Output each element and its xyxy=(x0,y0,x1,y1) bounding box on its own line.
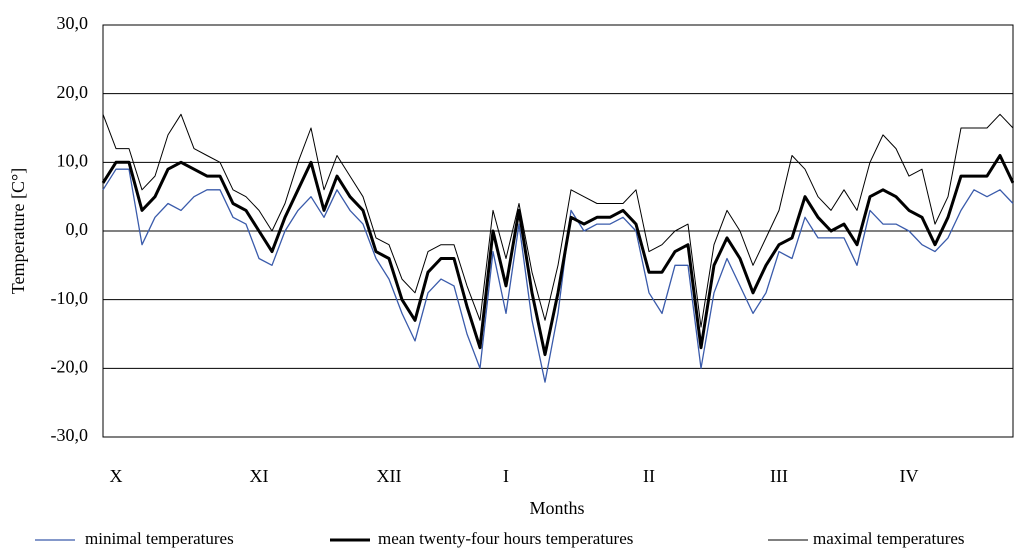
y-tick-label: -30,0 xyxy=(51,425,89,445)
x-tick-label: III xyxy=(770,466,788,486)
y-tick-label: -10,0 xyxy=(51,288,89,308)
x-tick-label: XII xyxy=(377,466,402,486)
x-axis-label: Months xyxy=(529,498,584,518)
y-tick-label: -20,0 xyxy=(51,356,89,376)
y-axis-label: Temperature [C°] xyxy=(8,168,28,294)
x-tick-label: XI xyxy=(250,466,269,486)
y-tick-label: 0,0 xyxy=(66,219,89,239)
series-line xyxy=(101,154,1014,357)
y-tick-label: 20,0 xyxy=(57,82,89,102)
y-tick-label: 10,0 xyxy=(57,150,89,170)
plot-border xyxy=(102,24,1014,438)
series-line xyxy=(102,168,1014,383)
legend-label: minimal temperatures xyxy=(85,529,234,548)
y-tick-label: 30,0 xyxy=(57,13,89,33)
x-tick-label: I xyxy=(503,466,509,486)
series-line xyxy=(102,113,1014,328)
x-tick-label: X xyxy=(110,466,123,486)
x-tick-label: II xyxy=(643,466,655,486)
legend-label: mean twenty-four hours temperatures xyxy=(378,529,633,548)
x-tick-label: IV xyxy=(900,466,919,486)
legend-label: maximal temperatures xyxy=(813,529,965,548)
